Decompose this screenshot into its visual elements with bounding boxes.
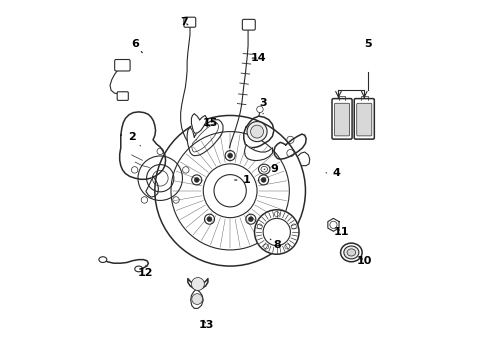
Ellipse shape [346, 249, 355, 256]
Text: 14: 14 [250, 53, 266, 63]
Text: 12: 12 [138, 265, 153, 278]
Polygon shape [187, 120, 223, 156]
Text: 6: 6 [131, 39, 142, 53]
Ellipse shape [135, 266, 142, 272]
Circle shape [250, 125, 263, 138]
Circle shape [254, 210, 298, 254]
Text: 9: 9 [264, 164, 278, 174]
Text: 5: 5 [364, 39, 371, 49]
FancyBboxPatch shape [356, 103, 371, 136]
Circle shape [248, 217, 253, 222]
Circle shape [194, 177, 199, 183]
Text: 2: 2 [127, 132, 140, 146]
Polygon shape [244, 116, 273, 148]
Circle shape [191, 294, 202, 305]
Circle shape [206, 217, 212, 222]
Polygon shape [244, 145, 272, 161]
Circle shape [256, 106, 263, 113]
Ellipse shape [99, 257, 106, 262]
Circle shape [246, 122, 266, 141]
FancyBboxPatch shape [331, 99, 351, 139]
Ellipse shape [343, 246, 358, 259]
Polygon shape [145, 176, 158, 197]
Text: 13: 13 [199, 320, 214, 330]
Polygon shape [273, 134, 305, 159]
Text: 3: 3 [259, 98, 266, 114]
FancyBboxPatch shape [117, 92, 128, 100]
Polygon shape [187, 279, 207, 289]
Circle shape [227, 153, 232, 158]
Text: 11: 11 [333, 227, 348, 237]
Text: 8: 8 [270, 239, 281, 249]
Ellipse shape [340, 243, 362, 262]
Text: 15: 15 [203, 118, 218, 128]
Polygon shape [120, 112, 165, 179]
FancyBboxPatch shape [183, 17, 195, 27]
Text: 7: 7 [181, 17, 188, 27]
FancyBboxPatch shape [334, 103, 349, 136]
Ellipse shape [258, 164, 269, 174]
Polygon shape [327, 219, 338, 231]
Circle shape [261, 177, 265, 183]
Text: 10: 10 [356, 256, 371, 266]
FancyBboxPatch shape [353, 99, 373, 139]
Circle shape [191, 278, 204, 291]
Polygon shape [191, 114, 206, 134]
FancyBboxPatch shape [242, 19, 255, 30]
Circle shape [263, 219, 290, 246]
Text: 4: 4 [325, 168, 339, 178]
FancyBboxPatch shape [115, 59, 130, 71]
Text: 1: 1 [234, 175, 250, 185]
Polygon shape [190, 289, 203, 309]
